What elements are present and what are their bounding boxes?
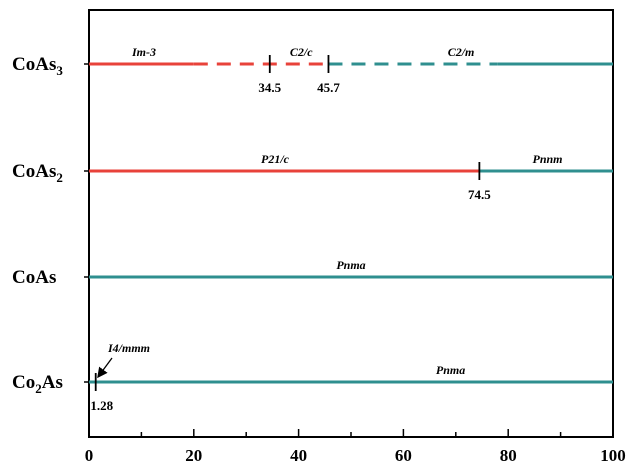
tick-layer: 0 20 40 60 80 100 (85, 429, 626, 465)
phase-label: Pnma (436, 363, 465, 377)
x-tick-label: 100 (600, 446, 626, 464)
transition-value: 34.5 (258, 80, 281, 95)
compound-row: Co2As Pnma 1.28 I4/mmm (12, 341, 613, 413)
plot-frame (88, 9, 614, 438)
x-tick-label: 60 (395, 446, 412, 464)
phase-label: C2/c (290, 45, 313, 59)
phase-label: Im-3 (131, 45, 156, 59)
compound-label: CoAs2 (12, 161, 63, 185)
compound-label: Co2As (12, 372, 63, 396)
annotation-arrow (97, 357, 113, 379)
compound-row: CoAs2 P21/c Pnnm 74.5 (12, 152, 613, 202)
rows-layer: CoAs3 Im-3 C2/c C2/m 34.5 45.7 CoAs2 P21/c Pnnm 7… (12, 45, 613, 413)
annotation-label: I4/mmm (107, 341, 150, 355)
compound-label: CoAs3 (12, 54, 63, 78)
compound-row: CoAs Pnma (12, 258, 613, 288)
compound-row: CoAs3 Im-3 C2/c C2/m 34.5 45.7 (12, 45, 613, 95)
phase-label: C2/m (448, 45, 475, 59)
x-tick-label: 0 (85, 446, 94, 464)
x-tick-label: 20 (185, 446, 202, 464)
x-tick-label: 40 (290, 446, 307, 464)
phase-label: Pnma (336, 258, 365, 272)
phase-label: P21/c (261, 152, 290, 166)
transition-value: 74.5 (468, 187, 491, 202)
transition-value: 1.28 (90, 398, 113, 413)
compound-label: CoAs (12, 267, 56, 288)
phase-label: Pnnm (532, 152, 562, 166)
transition-value: 45.7 (317, 80, 340, 95)
x-tick-label: 80 (500, 446, 517, 464)
